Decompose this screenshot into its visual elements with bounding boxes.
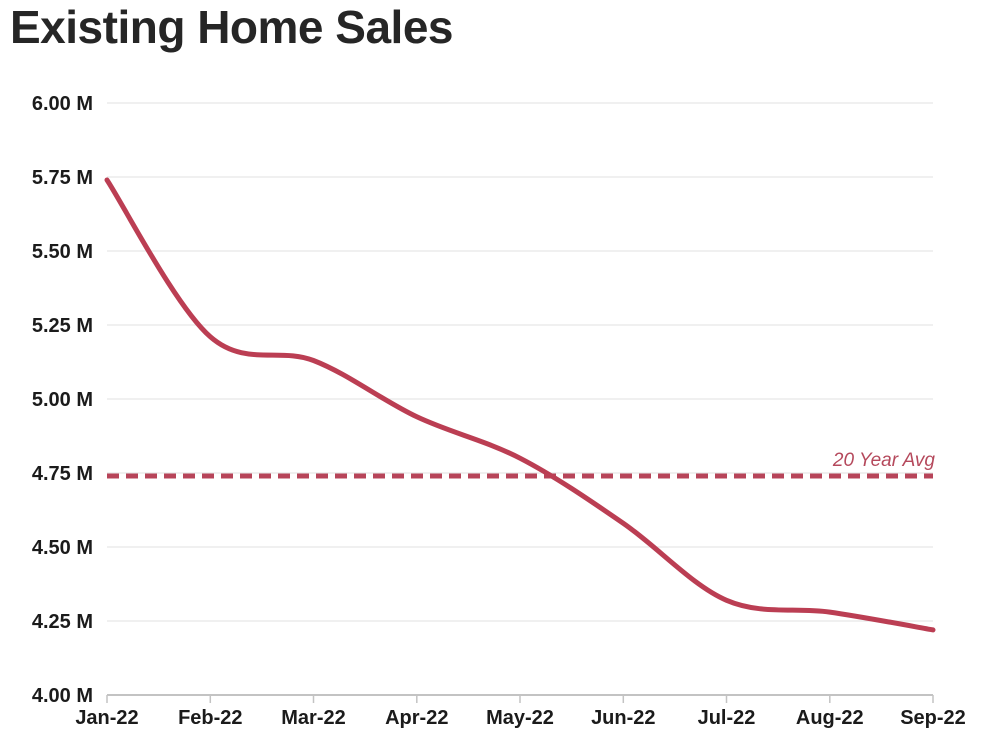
y-axis-tick-label: 5.25 M: [32, 315, 93, 337]
y-axis-tick-label: 5.75 M: [32, 167, 93, 189]
y-axis-tick-label: 4.25 M: [32, 611, 93, 633]
avg-reference-line-label: 20 Year Avg: [832, 450, 936, 471]
x-axis-tick-label: Aug-22: [796, 707, 864, 729]
x-axis-tick-label: Mar-22: [281, 707, 345, 729]
x-axis-tick-label: Jun-22: [591, 707, 655, 729]
y-axis-tick-label: 4.50 M: [32, 537, 93, 559]
x-axis-tick-label: Jan-22: [75, 707, 138, 729]
series-line-existing-home-sales: [104, 177, 936, 633]
y-axis-tick-label: 5.00 M: [32, 389, 93, 411]
x-axis-tick-label: Sep-22: [900, 707, 966, 729]
y-axis-tick-label: 4.75 M: [32, 463, 93, 485]
x-axis-tick-label: Apr-22: [385, 707, 448, 729]
x-axis-tick-label: May-22: [486, 707, 554, 729]
x-axis-tick-label: Jul-22: [698, 707, 756, 729]
y-axis-tick-label: 4.00 M: [32, 685, 93, 707]
y-axis-tick-label: 6.00 M: [32, 93, 93, 115]
y-axis-tick-label: 5.50 M: [32, 241, 93, 263]
x-axis-tick-label: Feb-22: [178, 707, 242, 729]
chart-title: Existing Home Sales: [10, 1, 454, 53]
